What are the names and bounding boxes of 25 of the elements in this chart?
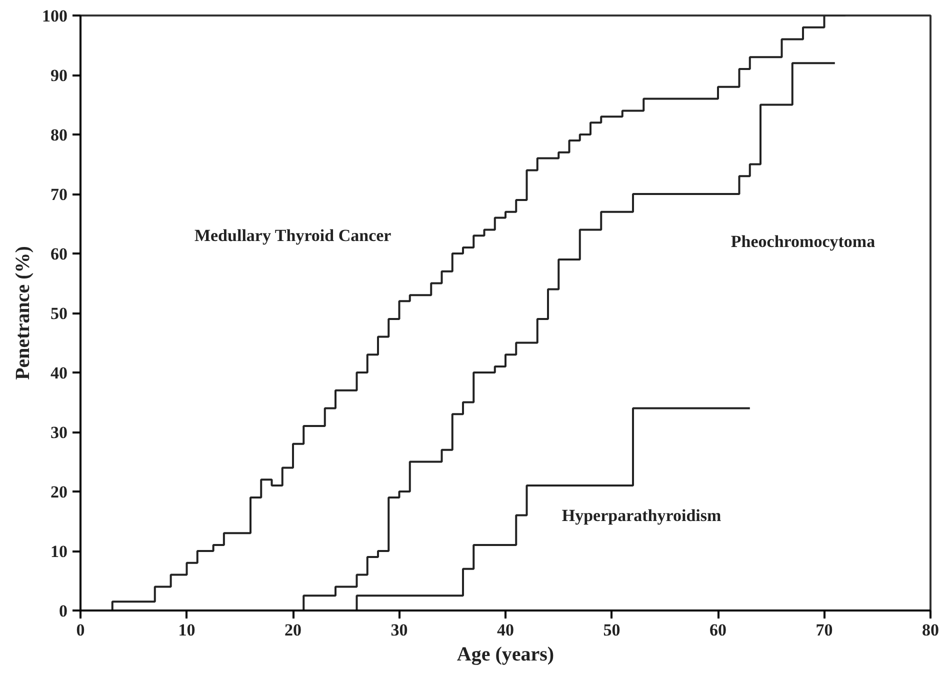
annotation: Pheochromocytoma [730,232,876,252]
y-tick-label: 70 [50,185,68,204]
y-tick-label: 50 [50,304,68,323]
y-tick-label: 0 [59,602,68,620]
x-tick-label: 30 [390,620,408,640]
x-tick-label: 0 [76,620,85,640]
y-axis-title: Penetrance (%) [12,246,34,380]
annotation: Medullary Thyroid Cancer [194,226,392,246]
y-tick-label: 20 [50,482,68,502]
y-tick-label: 30 [50,423,68,442]
x-tick-label: 40 [497,620,514,640]
x-tick-label: 60 [710,620,726,640]
y-tick-label: 40 [50,364,68,382]
y-tick-label: 100 [42,6,68,26]
x-axis-title: Age (years) [456,644,554,666]
x-tick-label: 80 [922,620,939,640]
x-tick-label: 70 [816,620,833,640]
y-tick-label: 90 [50,66,68,85]
x-tick-label: 20 [284,620,302,640]
x-tick-label: 50 [603,620,620,640]
y-tick-label: 80 [50,126,68,144]
y-tick-label: 10 [50,542,68,561]
annotation: Hyperparathyroidism [562,506,722,525]
y-tick-label: 60 [50,244,68,264]
x-tick-label: 10 [178,620,196,640]
